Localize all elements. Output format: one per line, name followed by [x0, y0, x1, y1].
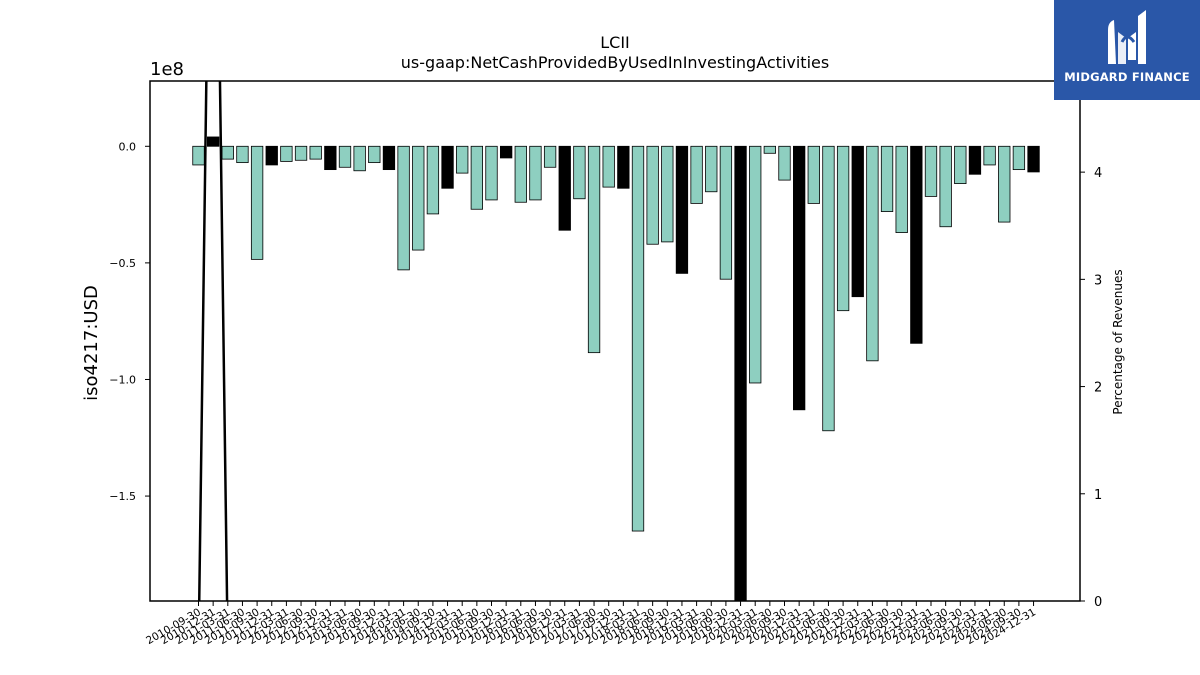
- bar-2010-09-30: [192, 145, 205, 166]
- x-axis-ticks: 2010-09-302010-12-312011-03-312011-06-30…: [144, 601, 1038, 647]
- bar-2019-12-31: [734, 145, 747, 601]
- bar-2017-06-30: [587, 145, 601, 354]
- bar-2024-03-31: [983, 145, 996, 166]
- bar-2015-06-30: [470, 145, 484, 210]
- y2-tick-label: 4: [1094, 166, 1102, 181]
- bar-2013-09-30: [368, 145, 381, 164]
- bar-2011-09-30: [250, 145, 264, 260]
- bar-2011-12-31: [265, 145, 278, 166]
- bar-2013-06-30: [353, 145, 366, 172]
- bar-2016-09-30: [543, 145, 557, 168]
- chart-subtitle: us-gaap:NetCashProvidedByUsedInInvesting…: [401, 53, 829, 72]
- logo-text: MIDGARD FINANCE: [1064, 70, 1190, 84]
- line-series-group: [197, 81, 229, 601]
- bar-2021-09-30: [836, 145, 850, 312]
- bar-2019-06-30: [705, 145, 718, 193]
- bar-2023-06-30: [939, 145, 952, 228]
- bar-2014-06-30: [412, 145, 425, 251]
- bar-2015-03-31: [456, 145, 469, 174]
- bar-2021-12-31: [851, 145, 864, 298]
- bar-2013-12-31: [382, 145, 396, 171]
- y-axis-label: iso4217:USD: [81, 285, 102, 401]
- logo-mark-icon: [1108, 10, 1146, 64]
- y2-tick-label: 2: [1094, 381, 1102, 396]
- y-tick-label: 0.0: [119, 140, 137, 153]
- bar-2011-06-30: [236, 145, 249, 164]
- bar-2022-09-30: [895, 145, 908, 233]
- bar-2022-03-31: [866, 145, 879, 362]
- bar-2014-03-31: [397, 145, 410, 271]
- bar-2018-03-31: [631, 145, 645, 532]
- bar-2021-03-31: [807, 145, 820, 204]
- bar-2012-09-30: [309, 145, 322, 160]
- bar-2018-12-31: [675, 145, 689, 274]
- brand-logo: MIDGARD FINANCE: [1054, 0, 1200, 100]
- bar-2020-03-31: [749, 145, 762, 384]
- bar-2013-03-31: [338, 145, 352, 168]
- y2-axis-ticks: 0 1 2 3 4: [1080, 166, 1102, 610]
- bar-2018-09-30: [661, 145, 674, 243]
- bar-2012-06-30: [294, 145, 308, 161]
- bar-2018-06-30: [646, 145, 659, 245]
- bar-2012-12-31: [324, 145, 337, 171]
- y-tick-label: −1.5: [109, 490, 136, 503]
- bar-2023-03-31: [924, 145, 938, 197]
- bar-2015-12-31: [499, 145, 513, 159]
- plot-frame: [149, 80, 1081, 602]
- bar-2019-03-31: [690, 145, 703, 204]
- bar-2024-12-31: [1027, 145, 1040, 173]
- bar-2023-12-31: [968, 145, 982, 175]
- bar-2014-12-31: [441, 145, 454, 189]
- y-axis-ticks: 0.0 −0.5 −1.0 −1.5: [109, 140, 150, 503]
- bar-2021-06-30: [822, 145, 835, 432]
- bar-2020-12-31: [793, 145, 806, 411]
- bar-2016-12-31: [558, 145, 571, 231]
- y-tick-label: −1.0: [109, 373, 136, 386]
- bar-2016-06-30: [529, 145, 542, 201]
- y-offset-label: 1e8: [150, 59, 184, 80]
- bar-2015-09-30: [485, 145, 498, 201]
- bar-2012-03-31: [280, 145, 293, 162]
- y2-tick-label: 3: [1094, 273, 1102, 288]
- bar-2020-09-30: [778, 145, 791, 181]
- bar-2024-09-30: [1012, 145, 1026, 171]
- bar-2017-03-31: [573, 145, 586, 200]
- bars-group: [192, 136, 1040, 601]
- bar-2020-06-30: [763, 145, 776, 154]
- bar-2017-12-31: [617, 145, 630, 189]
- bar-2024-06-30: [998, 145, 1011, 223]
- bar-2023-09-30: [954, 145, 967, 184]
- y2-tick-label: 0: [1094, 595, 1102, 610]
- y2-axis-label: Percentage of Revenues: [1111, 269, 1125, 414]
- chart-title: LCII: [600, 33, 630, 52]
- bar-2010-12-31: [206, 136, 220, 147]
- bar-2017-09-30: [602, 145, 615, 188]
- y-tick-label: −0.5: [109, 257, 136, 270]
- bar-2016-03-31: [514, 145, 527, 203]
- bar-2014-09-30: [426, 145, 440, 215]
- percentage-line: [197, 81, 229, 601]
- bar-2022-12-31: [910, 145, 923, 344]
- bar-2019-09-30: [719, 145, 733, 280]
- y2-tick-label: 1: [1094, 488, 1102, 503]
- bar-2022-06-30: [880, 145, 894, 212]
- bar-2011-03-31: [221, 145, 234, 160]
